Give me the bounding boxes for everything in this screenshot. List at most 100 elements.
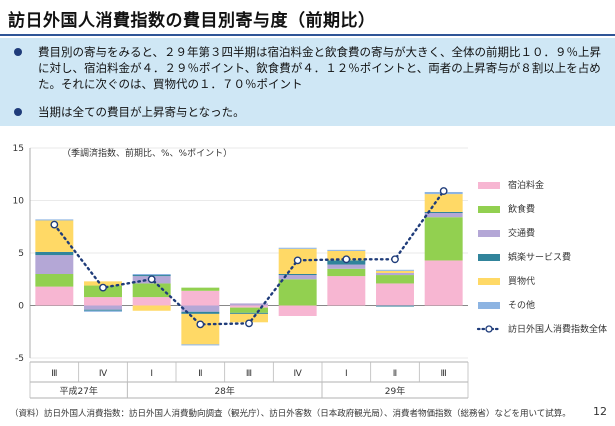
bar-segment — [84, 297, 122, 306]
total-index-marker — [196, 320, 205, 329]
y-tick-label: 0 — [18, 302, 24, 312]
bar-segment — [35, 286, 74, 306]
bar-segment — [181, 305, 220, 312]
page-number: 12 — [593, 405, 607, 418]
chart-unit-note: （季調済指数、前期比、%、%ポイント） — [62, 147, 232, 159]
bar-segment — [35, 255, 74, 274]
x-quarter-label: Ⅰ — [150, 369, 153, 379]
title-divider — [0, 34, 615, 36]
bar-segment — [376, 272, 414, 276]
total-index-marker — [99, 283, 107, 292]
legend-label: 買物代 — [508, 275, 535, 287]
bar-segment — [278, 305, 317, 316]
chart-bars — [35, 191, 463, 346]
bar-segment — [181, 313, 220, 345]
bar-segment — [35, 251, 74, 256]
bar-segment — [278, 247, 317, 249]
bar-segment — [181, 290, 220, 306]
y-tick-label: 15 — [13, 144, 24, 154]
bar-segment — [132, 283, 171, 298]
x-year-label: 29年 — [385, 385, 405, 397]
legend-swatch — [478, 206, 500, 213]
bar-segment — [230, 307, 268, 313]
chart-total-line — [50, 187, 448, 329]
summary-bullet-2-text: 当期は全ての費目が上昇寄与となった。 — [38, 105, 245, 119]
bar-segment — [84, 310, 122, 312]
bullet-dot-icon — [14, 108, 22, 116]
legend-swatch — [478, 230, 500, 237]
legend-label: 飲食費 — [508, 203, 535, 215]
legend-label: 交通費 — [508, 227, 535, 239]
x-quarter-label: Ⅲ — [441, 369, 447, 379]
y-tick-label: 5 — [18, 249, 24, 259]
bar-segment — [327, 268, 366, 277]
summary-bullet-1-text: 費目別の寄与をみると、２９年第３四半期は宿泊料金と飲食費の寄与が大きく、全体の前… — [38, 45, 602, 91]
x-year-label: 平成27年 — [59, 385, 97, 397]
bar-segment — [181, 344, 220, 346]
legend-swatch — [478, 182, 500, 189]
legend-swatch — [478, 278, 500, 285]
x-quarter-label: Ⅱ — [393, 369, 397, 379]
total-index-marker — [245, 319, 253, 328]
bar-segment — [327, 264, 366, 269]
bar-segment — [278, 275, 317, 280]
legend-swatch — [478, 254, 500, 261]
total-index-marker — [439, 187, 448, 195]
legend-swatch — [478, 302, 500, 309]
total-index-marker — [391, 255, 399, 264]
bar-segment — [327, 249, 366, 251]
legend-label: 宿泊料金 — [508, 179, 544, 191]
bar-segment — [327, 276, 366, 306]
total-index-marker — [342, 255, 351, 264]
page-title: 訪日外国人消費指数の費目別寄与度（前期比） — [8, 11, 376, 31]
bar-segment — [230, 312, 268, 314]
bar-segment — [84, 309, 122, 311]
bar-segment — [424, 194, 463, 212]
x-quarter-label: Ⅲ — [51, 369, 57, 379]
source-note: （資料）訪日外国人消費指数：訪日外国人消費動向調査（観光庁）、訪日外客数（日本政… — [10, 409, 571, 419]
y-tick-label: 10 — [13, 197, 25, 207]
bullet-dot-icon — [14, 48, 22, 56]
bar-segment — [35, 219, 74, 221]
bar-segment — [230, 303, 268, 306]
x-quarter-label: Ⅱ — [198, 369, 202, 379]
x-year-label: 28年 — [214, 385, 234, 397]
bar-segment — [424, 211, 463, 213]
bar-segment — [278, 274, 317, 276]
y-tick-label: -5 — [15, 354, 24, 364]
bar-segment — [230, 313, 268, 323]
total-index-marker — [147, 275, 156, 284]
bar-segment — [424, 212, 463, 218]
summary-bullet-2: 当期は全ての費目が上昇寄与となった。 — [14, 104, 604, 120]
x-quarter-label: Ⅳ — [294, 369, 303, 379]
bar-segment — [35, 274, 74, 287]
bar-segment — [181, 287, 220, 291]
x-quarter-label: Ⅰ — [345, 369, 348, 379]
bar-segment — [376, 275, 414, 284]
x-quarter-label: Ⅲ — [246, 369, 252, 379]
bar-segment — [132, 297, 171, 306]
bar-segment — [84, 305, 122, 310]
bar-segment — [376, 270, 414, 273]
bar-segment — [230, 305, 268, 308]
bar-segment — [424, 217, 463, 261]
summary-bullet-1: 費目別の寄与をみると、２９年第３四半期は宿泊料金と飲食費の寄与が大きく、全体の前… — [14, 44, 604, 92]
legend-label: 訪日外国人消費指数全体 — [508, 323, 607, 335]
bar-segment — [424, 260, 463, 306]
legend-label: 娯楽サービス費 — [508, 251, 571, 263]
bar-segment — [132, 274, 171, 276]
bar-segment — [376, 283, 414, 306]
chart-y-axis: -5 0 5 10 15 — [13, 144, 31, 364]
total-index-marker — [50, 220, 59, 229]
summary-panel — [0, 38, 615, 126]
bar-segment — [132, 305, 171, 311]
bar-segment — [181, 311, 220, 314]
bar-segment — [84, 281, 122, 286]
bar-segment — [278, 279, 317, 306]
bar-segment — [376, 305, 414, 307]
legend-line-marker — [485, 325, 493, 333]
bar-segment — [376, 269, 414, 271]
